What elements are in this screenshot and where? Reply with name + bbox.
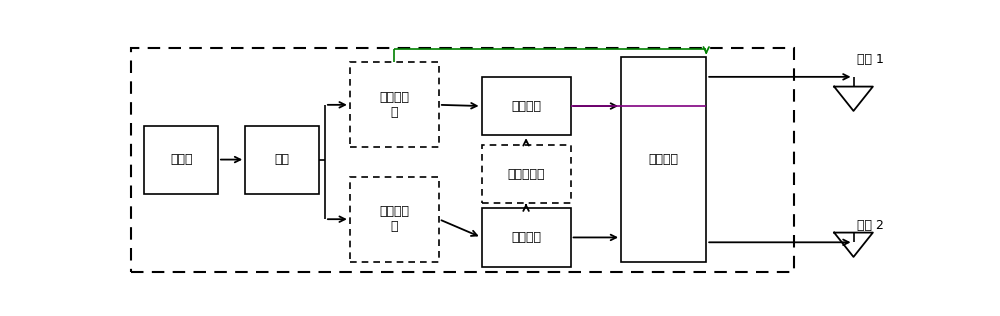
Bar — [144, 125, 218, 194]
Text: 比特流: 比特流 — [170, 153, 192, 166]
Text: 接收模块: 接收模块 — [511, 100, 541, 112]
Text: 天线 2: 天线 2 — [857, 219, 884, 232]
Text: 空域调制
器: 空域调制 器 — [379, 91, 409, 119]
Text: 天线分配: 天线分配 — [649, 153, 679, 166]
Bar — [482, 208, 571, 267]
Text: 划分: 划分 — [274, 153, 289, 166]
Bar — [245, 125, 319, 194]
Bar — [350, 177, 439, 262]
Bar — [131, 48, 794, 271]
Text: 符号调制
器: 符号调制 器 — [379, 205, 409, 233]
Text: 自干扰消除: 自干扰消除 — [507, 168, 545, 181]
Text: 发射模块: 发射模块 — [511, 231, 541, 244]
Bar — [482, 77, 571, 135]
Bar — [621, 58, 706, 262]
Bar — [350, 62, 439, 147]
Text: 天线 1: 天线 1 — [857, 53, 884, 66]
Bar — [482, 145, 571, 204]
